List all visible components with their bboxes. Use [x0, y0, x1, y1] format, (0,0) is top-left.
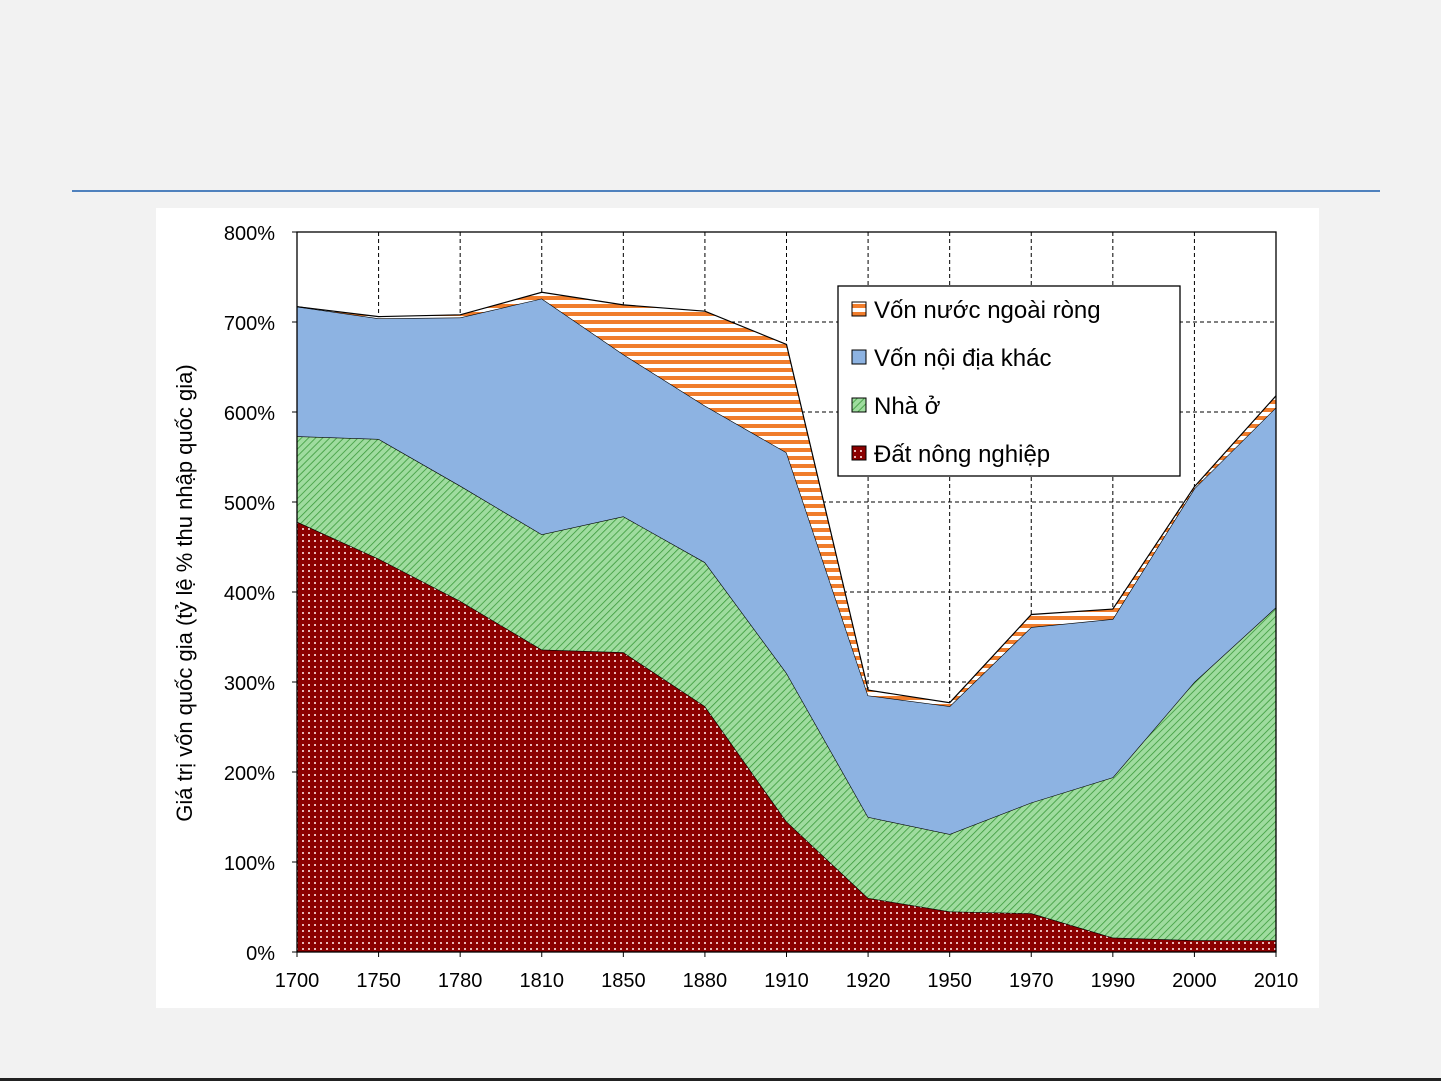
x-tick-label: 1880 — [683, 970, 728, 992]
series-1-area — [297, 521, 1276, 952]
y-tick-label: 500% — [224, 493, 275, 515]
x-tick-label: 1910 — [764, 970, 809, 992]
y-tick-label: 800% — [224, 223, 275, 245]
legend-swatch — [851, 301, 867, 317]
y-tick-label: 700% — [224, 313, 275, 335]
slide-divider — [72, 190, 1380, 192]
y-tick-label: 300% — [224, 673, 275, 695]
x-tick-label: 1850 — [601, 970, 646, 992]
legend-label: Đất nông nghiệp — [874, 441, 1050, 468]
legend-label: Vốn nội địa khác — [874, 345, 1051, 372]
legend-swatch — [851, 445, 867, 461]
legend-box — [837, 285, 1181, 477]
plot-border — [296, 231, 1277, 953]
x-tick-label: 2010 — [1254, 970, 1299, 992]
stacked-area-chart: 0% 100% 200% 300% 400% 500% 600% 700% 800% 1700 17… — [172, 223, 1299, 992]
x-tick-label: 1750 — [356, 970, 401, 992]
x-tick-label: 1950 — [927, 970, 972, 992]
x-tick-label: 2000 — [1172, 970, 1217, 992]
y-axis-title: Giá trị vốn quốc gia (tỷ lệ % thu nhập q… — [172, 364, 197, 821]
bottom-border — [0, 1078, 1441, 1081]
y-tick-label: 0% — [246, 943, 275, 965]
y-tick-label: 200% — [224, 763, 275, 785]
legend-swatch — [851, 349, 867, 365]
x-tick-label: 1990 — [1091, 970, 1136, 992]
x-tick-label: 1780 — [438, 970, 483, 992]
legend-swatch — [851, 397, 867, 413]
series-4-outline — [296, 291, 1277, 704]
x-tick-label: 1700 — [275, 970, 320, 992]
legend-label: Vốn nước ngoài ròng — [874, 297, 1101, 324]
legend-label: Nhà ở — [874, 393, 941, 420]
series-3-area — [297, 298, 1276, 835]
y-tick-label: 600% — [224, 403, 275, 425]
series-4-area — [297, 292, 1276, 707]
x-tick-label: 1920 — [846, 970, 891, 992]
y-tick-label: 100% — [224, 853, 275, 875]
y-tick-label: 400% — [224, 583, 275, 605]
chart-panel: 0% 100% 200% 300% 400% 500% 600% 700% 800% 1700 17… — [156, 208, 1319, 1008]
x-tick-label: 1810 — [520, 970, 565, 992]
x-tick-label: 1970 — [1009, 970, 1054, 992]
series-2-area — [297, 436, 1276, 941]
